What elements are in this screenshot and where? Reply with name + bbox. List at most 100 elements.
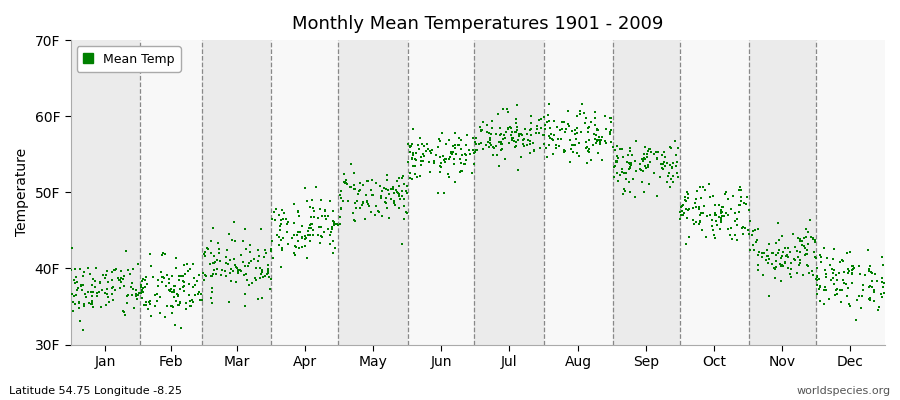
Bar xyxy=(408,40,474,344)
Point xyxy=(166,309,180,316)
Point xyxy=(568,136,582,142)
Point xyxy=(708,211,723,218)
Point xyxy=(158,314,173,320)
Point xyxy=(590,127,605,133)
Point xyxy=(162,276,176,282)
Point xyxy=(261,266,275,272)
Point xyxy=(139,299,153,306)
Point xyxy=(213,257,228,264)
Point xyxy=(542,133,556,140)
Point xyxy=(541,142,555,148)
Point xyxy=(290,232,304,238)
Point xyxy=(239,277,254,284)
Point xyxy=(849,316,863,323)
Point xyxy=(799,262,814,268)
Point xyxy=(364,176,379,183)
Point xyxy=(312,206,327,212)
Point xyxy=(394,241,409,247)
Point xyxy=(274,207,289,213)
Point xyxy=(272,234,286,241)
Point xyxy=(474,127,489,133)
Point xyxy=(182,281,196,287)
Point xyxy=(356,198,370,205)
Point xyxy=(166,294,181,300)
Point xyxy=(669,138,683,144)
Point xyxy=(241,281,256,288)
Point xyxy=(492,125,507,132)
Point xyxy=(432,168,446,175)
Point xyxy=(509,124,524,130)
Point xyxy=(688,196,703,202)
Point xyxy=(495,140,509,147)
Point xyxy=(294,234,309,241)
Point xyxy=(151,277,166,284)
Point xyxy=(143,313,157,319)
Point xyxy=(416,158,430,164)
Point xyxy=(688,200,702,206)
Point xyxy=(862,268,877,274)
Point xyxy=(717,191,732,198)
Point xyxy=(769,264,783,270)
Point xyxy=(466,161,481,167)
Point xyxy=(721,212,735,219)
Point xyxy=(227,219,241,226)
Point xyxy=(417,152,431,159)
Point xyxy=(858,271,872,278)
Point xyxy=(86,289,100,296)
Point xyxy=(581,148,596,154)
Point xyxy=(616,190,630,197)
Point xyxy=(287,242,302,249)
Point xyxy=(805,268,819,274)
Point xyxy=(734,194,748,200)
Point xyxy=(756,272,770,278)
Point xyxy=(774,278,788,284)
Point xyxy=(384,196,399,202)
Point xyxy=(291,208,305,214)
Point xyxy=(301,232,315,238)
Legend: Mean Temp: Mean Temp xyxy=(76,46,181,72)
Point xyxy=(565,128,580,134)
Point xyxy=(446,143,460,150)
Point xyxy=(325,226,339,233)
Point xyxy=(123,271,138,277)
Point xyxy=(448,151,463,157)
Point xyxy=(453,142,467,148)
Point xyxy=(400,189,415,196)
Point xyxy=(382,186,396,193)
Point xyxy=(326,208,340,214)
Point xyxy=(405,176,419,182)
Point xyxy=(500,108,515,115)
Point xyxy=(280,220,294,227)
Point xyxy=(406,126,420,132)
Point xyxy=(818,266,832,273)
Point xyxy=(356,200,370,206)
Point xyxy=(825,270,840,276)
Point xyxy=(548,145,562,151)
Point xyxy=(568,142,582,148)
Point xyxy=(360,198,374,205)
Point xyxy=(155,252,169,258)
Point xyxy=(334,195,348,201)
Point xyxy=(865,270,879,276)
Point xyxy=(793,238,807,244)
Point xyxy=(573,129,588,136)
Point xyxy=(168,265,183,272)
Point xyxy=(837,269,851,276)
Point xyxy=(867,289,881,295)
Point xyxy=(179,306,194,312)
Point xyxy=(610,170,625,176)
Point xyxy=(812,275,826,282)
Point xyxy=(735,225,750,231)
Point xyxy=(539,118,554,125)
Point xyxy=(716,213,731,219)
Point xyxy=(120,300,134,306)
Point xyxy=(166,283,181,289)
Point xyxy=(93,278,107,285)
Point xyxy=(483,141,498,148)
Point xyxy=(463,151,477,157)
Point xyxy=(177,262,192,269)
Point xyxy=(72,298,86,305)
Point xyxy=(317,229,331,236)
Point xyxy=(118,312,132,318)
Point xyxy=(670,159,685,165)
